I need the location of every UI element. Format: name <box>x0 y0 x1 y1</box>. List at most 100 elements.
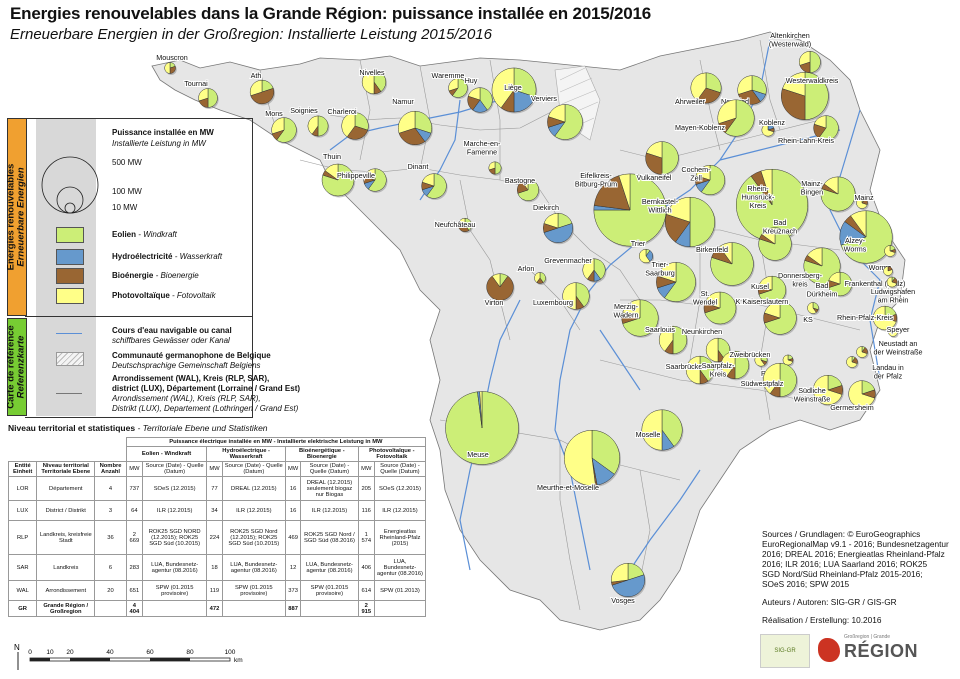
table-row: GR Grande Région / Großregion 4 404 472 8… <box>7 600 427 617</box>
pie-slice-eolien <box>779 362 797 398</box>
pie-slice-photo <box>638 248 651 264</box>
pie-slice-bio <box>696 87 721 104</box>
pie-slice-photo <box>249 79 263 96</box>
pie-zweibrucken: Zweibrücken <box>729 349 771 368</box>
legend-comm-de: Deutschsprachige Gemeinschaft Belgiens <box>112 361 261 370</box>
legend-boundary-line <box>56 393 82 394</box>
scale-label: 80 <box>186 649 194 656</box>
swatch-bio <box>56 268 84 284</box>
label-meurthe-et-moselle: Meurthe-et-Moselle <box>537 483 599 492</box>
pie-slice-photo <box>856 197 868 209</box>
scale-label: 0 <box>28 649 32 656</box>
pie-slice-photo <box>758 275 773 291</box>
legend-river-de: schiffbares Gewässer oder Kanal <box>112 336 230 345</box>
label-mayen-koblenz: Mayen-Koblenz <box>675 123 725 132</box>
pie-neufchateau: Neufchâteau <box>434 217 476 234</box>
source-line: 2016; DREAL 2016; Energieatlas Rheinland… <box>762 548 945 559</box>
label-mons: Mons <box>265 109 283 118</box>
pie-slice-photo <box>646 141 663 159</box>
pie-slice-photo <box>164 62 171 74</box>
legend-size-10: 10 MW <box>112 203 138 212</box>
authors-line: Auteurs / Autoren: SIG-GR / GIS-GR <box>762 596 897 607</box>
pie-slice-photo <box>467 87 481 101</box>
pie-slice-eolien <box>661 141 679 175</box>
pie-philippeville: Philippeville <box>336 168 388 193</box>
pie-slice-eolien <box>354 112 369 131</box>
pie-slice-bio <box>398 127 426 145</box>
pie-ks: KS <box>802 302 820 325</box>
stats-table: Puissance électrique installée en MW - I… <box>7 437 427 617</box>
pie-slice-eolien <box>452 78 468 98</box>
label-eifelkreis-bitburg-prum: Eifelkreis-Bitburg-Prüm <box>575 171 617 189</box>
pie-slice-photo <box>695 164 711 181</box>
scale-label: 60 <box>146 649 154 656</box>
table-row: LOR Département 4 737 SOeS (12.2015) 77 DREA… <box>7 476 427 501</box>
stats-col-source: Source (Date) - Quelle (Datum) <box>221 461 286 477</box>
label-rhein-hunsruck-kreis: Rhein-Hunsrück-Kreis <box>742 184 775 210</box>
stats-col-mw: MW <box>284 461 302 477</box>
pie-ludwigshafen-am-rhein: Ludwigshafen am Rhein <box>870 276 916 306</box>
legend-ref-sidebar: Carte de référence Referenzkarte <box>6 318 27 416</box>
pie-slice-photo <box>641 409 663 451</box>
pie-slice-eolien <box>664 262 696 302</box>
pie-slice-bio <box>346 125 369 140</box>
scale-bar-segment <box>30 658 50 661</box>
pie-bastogne: Bastogne <box>504 175 540 203</box>
label-philippeville: Philippeville <box>337 171 375 180</box>
stats-title: Niveau territorial et statistiques - Ter… <box>8 423 268 433</box>
pie-slice-photo <box>548 104 566 123</box>
pie-dinant: Dinant <box>407 161 448 200</box>
pie-slice-photo <box>704 291 721 309</box>
label-trier: Trier <box>631 239 646 248</box>
grande-region-logo: Großregion | Grande RÉGION <box>818 634 953 666</box>
pie-verviers: Verviers <box>530 93 584 142</box>
pie-landau-in-der-pfalz: Landau in der Pfalz <box>846 356 905 382</box>
pie-bernkastel-wittlich: Bernkastel-Wittlich <box>641 196 716 249</box>
label-moselle: Moselle <box>636 430 661 439</box>
label-bad-durkheim: Bad Dürkheim <box>807 281 838 299</box>
label-kusel: Kusel <box>751 282 769 291</box>
legend-hydro: Hydroélectricité - Wasserkraft <box>112 252 223 261</box>
pie-slice-photo <box>717 99 737 124</box>
label-birkenfeld: Birkenfeld <box>696 245 728 254</box>
scale-label: 20 <box>66 649 74 656</box>
pie-slice-photo <box>361 69 375 95</box>
pie-altenkirchen-westerwald: Altenkirchen (Westerwald) <box>768 30 822 75</box>
swatch-eolien <box>56 227 84 243</box>
pie-slice-photo <box>764 301 781 319</box>
pie-bad-kreuznach: Bad Kreuznach <box>758 217 798 262</box>
legend-arr-de-1: Arrondissement (WAL), Kreis (RLP, SAR), <box>112 394 261 403</box>
grande-region-map-icon <box>818 638 840 662</box>
pie-slice-photo <box>582 258 595 280</box>
pie-slice-eolien <box>661 409 683 447</box>
pie-rhein-lahn-kreis: Rhein-Lahn-Kreis <box>777 115 840 146</box>
label-waremme: Waremme <box>432 71 465 80</box>
legend-power-title: Puissance installée en MW <box>112 128 214 137</box>
logos: SIG-GR Großregion | Grande RÉGION <box>760 634 955 668</box>
label-alzey-worms: Alzey-Worms <box>844 236 867 254</box>
label-trier-saarburg: Trier-Saarburg <box>645 260 675 278</box>
pie-ath: Ath <box>249 70 276 106</box>
label-westerwaldkreis: Westerwaldkreis <box>786 76 839 85</box>
pie-slice-photo <box>271 117 285 135</box>
label-worms: Worms <box>869 263 892 272</box>
pie-speyer: Speyer <box>886 324 911 339</box>
pie-slice-eolien <box>700 164 725 196</box>
scale-bar-segment <box>150 658 190 661</box>
legend-divider <box>25 316 253 317</box>
legend-power-subtitle: Installierte Leistung in MW <box>112 139 206 148</box>
label-sudwestpfalz: Südwestpfalz <box>741 379 784 388</box>
pie-rhein-hunsruck-kreis: Rhein-Hunsrück-Kreis <box>735 168 809 243</box>
label-dinant: Dinant <box>408 162 429 171</box>
label-neufchateau: Neufchâteau <box>435 220 476 229</box>
pie-slice-photo <box>761 227 776 245</box>
stats-group-hydro: Hydroélectrique - Wasserkraft <box>206 446 286 462</box>
pie-slice-eolien <box>809 51 821 73</box>
pie-slice-photo <box>761 123 775 137</box>
legend-grey-panel <box>36 118 96 416</box>
pie-slice-eolien <box>426 173 447 199</box>
label-verviers: Verviers <box>531 94 557 103</box>
label-sudliche-weinstra-e: Südliche Weinstraße <box>794 386 831 404</box>
pie-frankenthal-pfalz: Frankenthal (Pfalz) <box>844 266 906 289</box>
